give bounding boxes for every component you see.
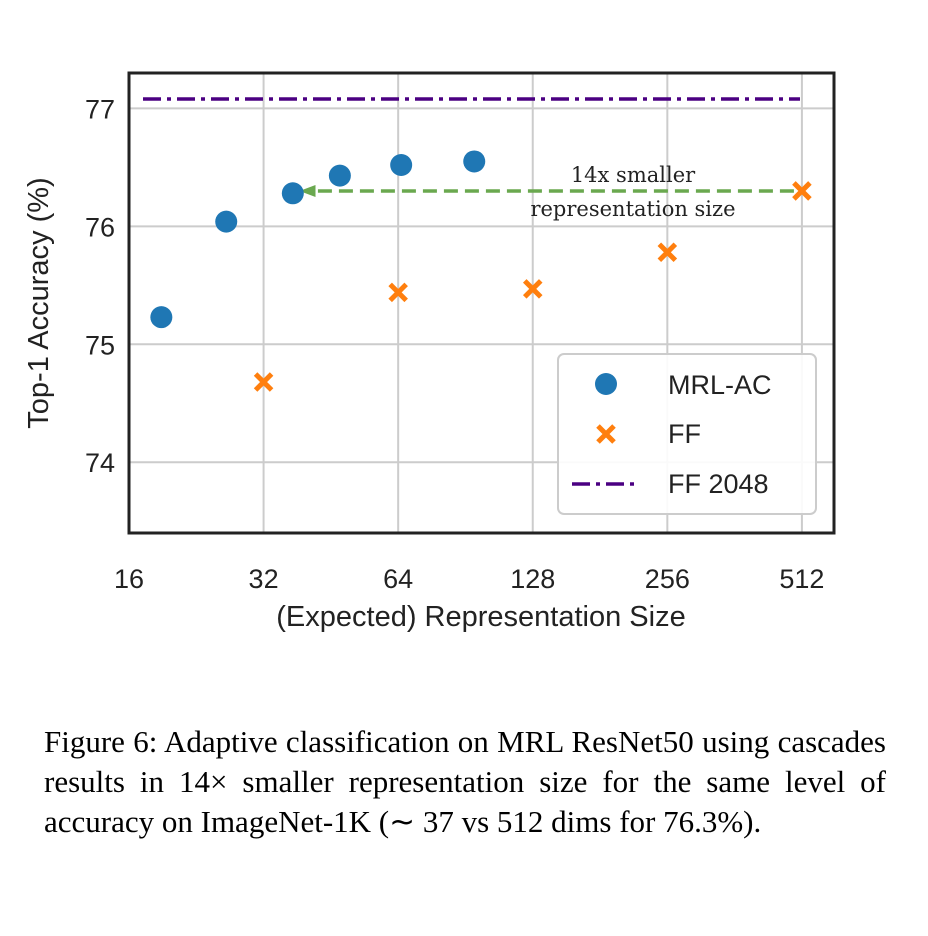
legend-mrl-ac-marker [595,373,617,395]
legend-box [557,353,817,515]
y-axis-label: Top-1 Accuracy (%) [23,177,55,428]
x-tick-label: 128 [510,564,555,594]
x-tick-label: 512 [779,564,824,594]
legend-ff-label: FF [668,419,701,449]
legend-ff-2048-label: FF 2048 [668,469,769,499]
mrl-ac-point [463,150,486,173]
x-tick-label: 256 [645,564,690,594]
ff-point [388,282,408,303]
scatter-chart: 16 32 64 128 256 512 74 75 76 77 14x smaller repres… [23,71,836,633]
mrl-ac-point [390,154,413,176]
y-tick-label: 74 [85,448,115,478]
legend-mrl-ac-label: MRL-AC [668,370,772,400]
y-tick-label: 76 [85,212,115,242]
mrl-ac-point [215,210,238,233]
ff-point [253,372,274,392]
y-tick-label: 75 [85,330,115,360]
x-tick-label: 16 [114,564,144,594]
mrl-ac-point [328,164,351,187]
plot-frame [127,71,836,535]
annotation-line-1: 14x smaller [571,163,696,187]
x-tick-label: 32 [249,564,279,594]
x-tick-label: 64 [383,564,413,594]
annotation-arrowhead [299,184,316,197]
y-tick-label: 77 [85,94,115,124]
ff-point [657,242,678,263]
mrl-ac-point [281,182,304,205]
ff-point [522,279,543,299]
ff-point [792,181,812,201]
mrl-ac-point [150,306,173,329]
x-axis-label: (Expected) Representation Size [276,601,685,633]
legend-ff-marker [596,424,616,444]
figure-caption: Figure 6: Adaptive classification on MRL… [44,724,886,839]
annotation-line-2: representation size [530,197,735,221]
